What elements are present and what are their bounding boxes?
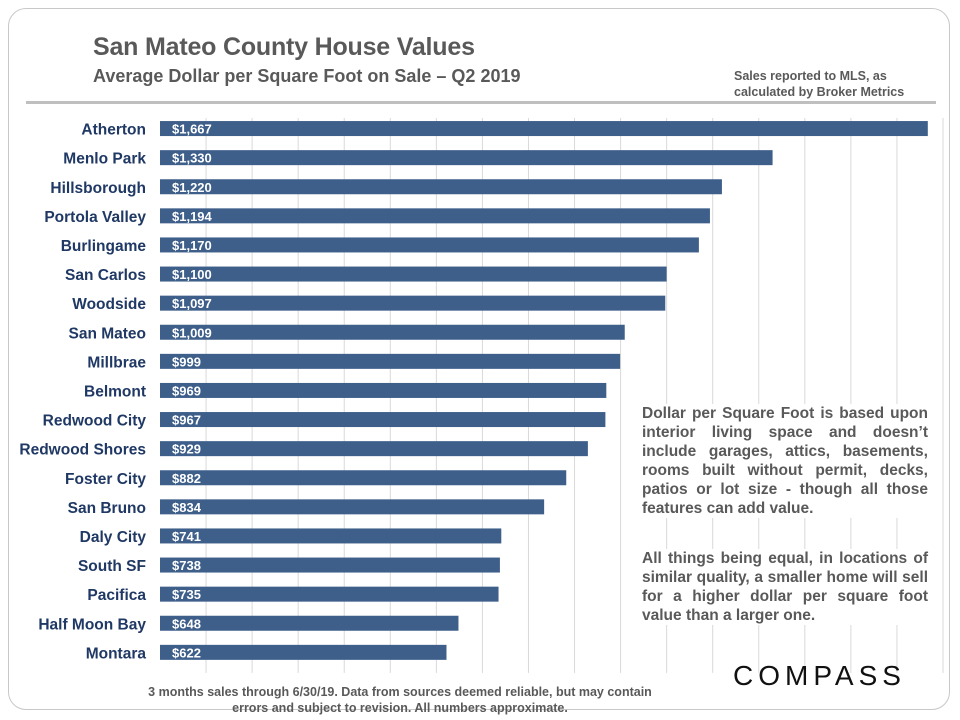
data-label: $1,220 (172, 180, 212, 195)
bar-san-bruno (160, 499, 545, 515)
data-label: $735 (172, 587, 201, 602)
data-label: $741 (172, 529, 201, 544)
category-label: Menlo Park (63, 151, 146, 168)
category-label: Portola Valley (44, 209, 146, 226)
category-label: Redwood City (43, 413, 147, 430)
footer-line-2: errors and subject to revision. All numb… (232, 701, 568, 715)
bar-montara (160, 644, 447, 660)
chart-subtitle: Average Dollar per Square Foot on Sale –… (93, 66, 521, 86)
source-note-line-1: Sales reported to MLS, as (734, 69, 887, 83)
category-label: South SF (78, 558, 146, 575)
data-label: $1,194 (172, 209, 213, 224)
category-label: Daly City (80, 529, 147, 546)
bar-foster-city (160, 470, 567, 486)
explanation-note-2: All things being equal, in locations of … (642, 549, 928, 625)
category-label: Foster City (65, 471, 146, 488)
category-label: Belmont (84, 383, 146, 400)
bar-woodside (160, 295, 666, 311)
bar-san-mateo (160, 324, 625, 340)
bar-redwood-city (160, 412, 606, 428)
header-divider (26, 101, 936, 104)
category-label: Montara (86, 645, 147, 662)
bar-south-sf (160, 557, 500, 573)
data-label: $999 (172, 354, 201, 369)
bar-millbrae (160, 353, 621, 369)
data-label: $1,330 (172, 151, 212, 166)
data-label: $1,170 (172, 238, 212, 253)
category-label: Burlingame (61, 238, 147, 255)
compass-logo: COMPASS (733, 660, 906, 691)
bar-portola-valley (160, 208, 710, 224)
data-label: $738 (172, 558, 201, 573)
footer-disclaimer: 3 months sales through 6/30/19. Data fro… (100, 684, 700, 716)
category-label: Atherton (81, 122, 146, 139)
bar-redwood-shores (160, 441, 588, 457)
bar-pacifica (160, 586, 499, 602)
bar-menlo-park (160, 150, 773, 166)
category-label: Pacifica (87, 587, 146, 604)
data-label: $834 (172, 500, 202, 515)
data-label: $622 (172, 645, 201, 660)
category-label: Redwood Shores (19, 442, 146, 459)
footer-line-1: 3 months sales through 6/30/19. Data fro… (148, 685, 652, 699)
category-label: San Carlos (65, 267, 146, 284)
bar-atherton (160, 121, 928, 137)
bar-burlingame (160, 237, 699, 253)
data-label: $1,009 (172, 325, 212, 340)
bar-belmont (160, 382, 607, 398)
category-label: Half Moon Bay (38, 616, 146, 633)
chart-title: San Mateo County House Values (93, 33, 475, 61)
category-label: Woodside (72, 296, 146, 313)
bar-half-moon-bay (160, 615, 459, 631)
bar-daly-city (160, 528, 502, 544)
category-label: Hillsborough (50, 180, 146, 197)
data-label: $1,100 (172, 267, 212, 282)
data-label: $1,097 (172, 296, 212, 311)
source-note: Sales reported to MLS, as calculated by … (734, 68, 934, 100)
data-label: $929 (172, 442, 201, 457)
bar-hillsborough (160, 179, 722, 195)
data-label: $967 (172, 413, 201, 428)
explanation-note-1: Dollar per Square Foot is based upon int… (642, 404, 928, 518)
bar-san-carlos (160, 266, 667, 282)
category-label: San Mateo (68, 325, 146, 342)
data-label: $882 (172, 471, 201, 486)
data-label: $1,667 (172, 122, 212, 137)
source-note-line-2: calculated by Broker Metrics (734, 85, 905, 99)
category-label: Millbrae (87, 354, 146, 371)
category-label: San Bruno (68, 500, 146, 517)
data-label: $648 (172, 616, 201, 631)
data-label: $969 (172, 383, 201, 398)
